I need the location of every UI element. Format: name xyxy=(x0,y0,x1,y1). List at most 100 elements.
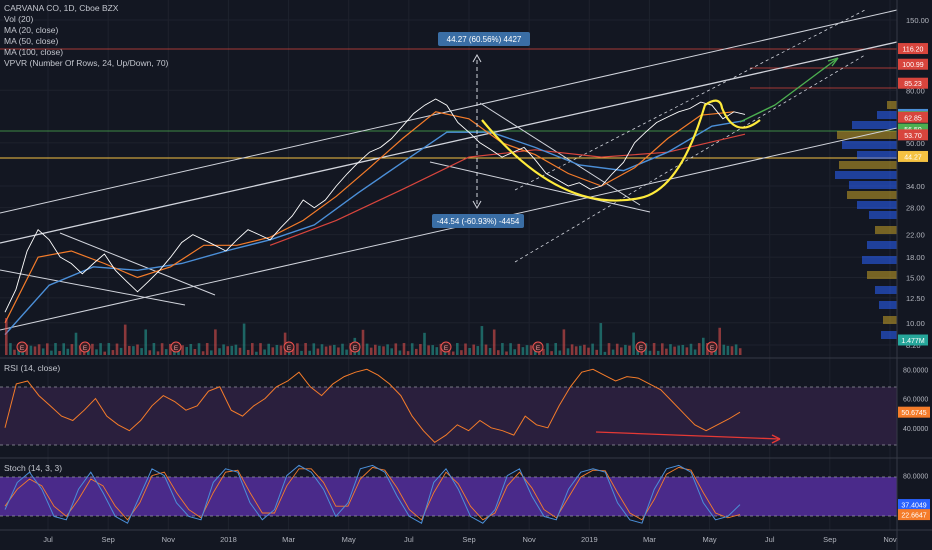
price-label-box xyxy=(898,334,928,346)
rsi-value: 50.6745 xyxy=(901,410,926,417)
price-tick-label: 10.00 xyxy=(906,319,925,328)
up-measure-box xyxy=(438,32,530,46)
time-axis[interactable]: Jul Sep Nov 2018 Mar May Jul Sep Nov 2019 Mar May Ju… xyxy=(43,535,897,544)
earnings-icon[interactable] xyxy=(283,341,295,353)
volume-bar xyxy=(464,343,467,355)
vpvr-bar xyxy=(842,141,897,149)
time-tick-label: Sep xyxy=(101,535,114,544)
price-tick-label: 34.00 xyxy=(906,182,925,191)
volume-bar xyxy=(599,323,603,355)
price-line xyxy=(4,98,746,313)
ma20-line xyxy=(4,111,735,324)
volume-bar xyxy=(509,343,512,355)
price-labels: 116.20100.9985.2364.4663.2062.8556.5953.… xyxy=(898,43,928,346)
down-measure-box xyxy=(432,214,524,228)
volume-bar xyxy=(37,344,41,355)
earnings-icon[interactable] xyxy=(16,341,28,353)
earnings-icon[interactable] xyxy=(706,341,718,353)
volume-bar xyxy=(9,343,12,355)
price-label-text: 44.27 xyxy=(904,154,922,161)
legend-vol[interactable]: Vol (20) xyxy=(4,14,34,24)
volume-bar xyxy=(78,345,82,355)
volume-bar xyxy=(702,337,705,355)
stoch-k-line xyxy=(4,464,741,524)
earnings-label: E xyxy=(710,345,715,352)
earnings-icon[interactable] xyxy=(170,341,182,353)
volume-bar xyxy=(103,351,106,355)
volume-bar xyxy=(648,350,652,355)
vpvr-bar xyxy=(875,286,897,294)
legend-ma50[interactable]: MA (50, close) xyxy=(4,36,59,46)
legend-vpvr[interactable]: VPVR (Number Of Rows, 24, Up/Down, 70) xyxy=(4,58,169,68)
volume-bar xyxy=(669,344,672,355)
legend-ma20[interactable]: MA (20, close) xyxy=(4,25,59,35)
earnings-icon[interactable] xyxy=(532,341,544,353)
volume-bar xyxy=(152,343,156,355)
stoch-tick-label: 80.0000 xyxy=(903,474,928,481)
earnings-label: E xyxy=(83,345,88,352)
up-measure-label: 44.27 (60.56%) 4427 xyxy=(447,35,522,44)
main-legend[interactable]: CARVANA CO, 1D, Cboe BZX Vol (20) MA (20… xyxy=(4,3,168,69)
time-tick-label: Mar xyxy=(643,535,656,544)
volume-bar xyxy=(111,350,115,355)
rsi-legend[interactable]: RSI (14, close) xyxy=(4,363,61,373)
time-tick-label: Nov xyxy=(522,535,536,544)
vpvr-bar xyxy=(852,121,897,129)
stoch-tick-label: 22.6647 xyxy=(901,513,926,520)
vpvr-bar xyxy=(883,316,897,324)
volume-bar xyxy=(136,344,139,355)
volume-bar xyxy=(472,344,475,355)
volume-bar xyxy=(517,343,521,355)
earnings-icon[interactable] xyxy=(79,341,91,353)
volume-bar xyxy=(91,343,94,355)
volume-bar xyxy=(296,343,299,355)
volume-bar xyxy=(595,349,598,355)
volume-bar xyxy=(275,344,279,355)
time-tick-label: 2018 xyxy=(220,535,237,544)
stoch-legend[interactable]: Stoch (14, 3, 3) xyxy=(4,463,63,473)
volume-bar xyxy=(734,344,738,355)
volume-bar xyxy=(95,349,98,355)
volume-bar xyxy=(128,345,131,355)
volume-bar xyxy=(632,332,635,355)
price-label-box xyxy=(898,43,928,55)
earnings-icon[interactable] xyxy=(635,341,647,353)
price-label-box xyxy=(898,123,928,135)
price-axis[interactable]: 150.00 80.00 50.00 34.00 28.00 22.00 18.00 15.0… xyxy=(906,16,929,350)
projection-arrow xyxy=(739,57,839,123)
volume-bar xyxy=(181,345,184,355)
rsi-line xyxy=(4,368,741,444)
earnings-icon[interactable] xyxy=(349,341,361,353)
symbol-title[interactable]: CARVANA CO, 1D, Cboe BZX xyxy=(4,3,119,13)
volume-bar xyxy=(107,343,111,355)
time-tick-label: Nov xyxy=(162,535,176,544)
volume-bar xyxy=(279,345,283,355)
volume-bar xyxy=(689,343,693,355)
volume-bar xyxy=(423,332,426,355)
volume-bar xyxy=(566,348,570,355)
price-label-box xyxy=(898,77,928,89)
vpvr-bar xyxy=(839,161,897,169)
volume-bar xyxy=(390,348,393,355)
price-tick-label: 80.00 xyxy=(906,86,925,95)
vpvr-bar xyxy=(867,271,897,279)
rsi-divergence-arrow xyxy=(771,434,781,444)
volume-bar xyxy=(681,344,685,355)
volume-bar xyxy=(304,343,307,355)
time-tick-label: May xyxy=(702,535,716,544)
legend-ma100[interactable]: MA (100, close) xyxy=(4,47,64,57)
volume-bar xyxy=(50,350,53,355)
volume-bar xyxy=(144,329,147,355)
volume-bar xyxy=(251,343,254,355)
volume-bar xyxy=(267,343,270,355)
time-tick-label: 2019 xyxy=(581,535,598,544)
price-label-text: 85.23 xyxy=(904,81,922,88)
volume-bar xyxy=(685,347,689,355)
volume-bar xyxy=(628,345,631,355)
price-tick-label: 150.00 xyxy=(906,16,929,25)
volume-bar xyxy=(234,344,238,355)
earnings-icon[interactable] xyxy=(440,341,452,353)
volume-bar xyxy=(5,318,8,355)
volume-bar xyxy=(415,348,418,355)
